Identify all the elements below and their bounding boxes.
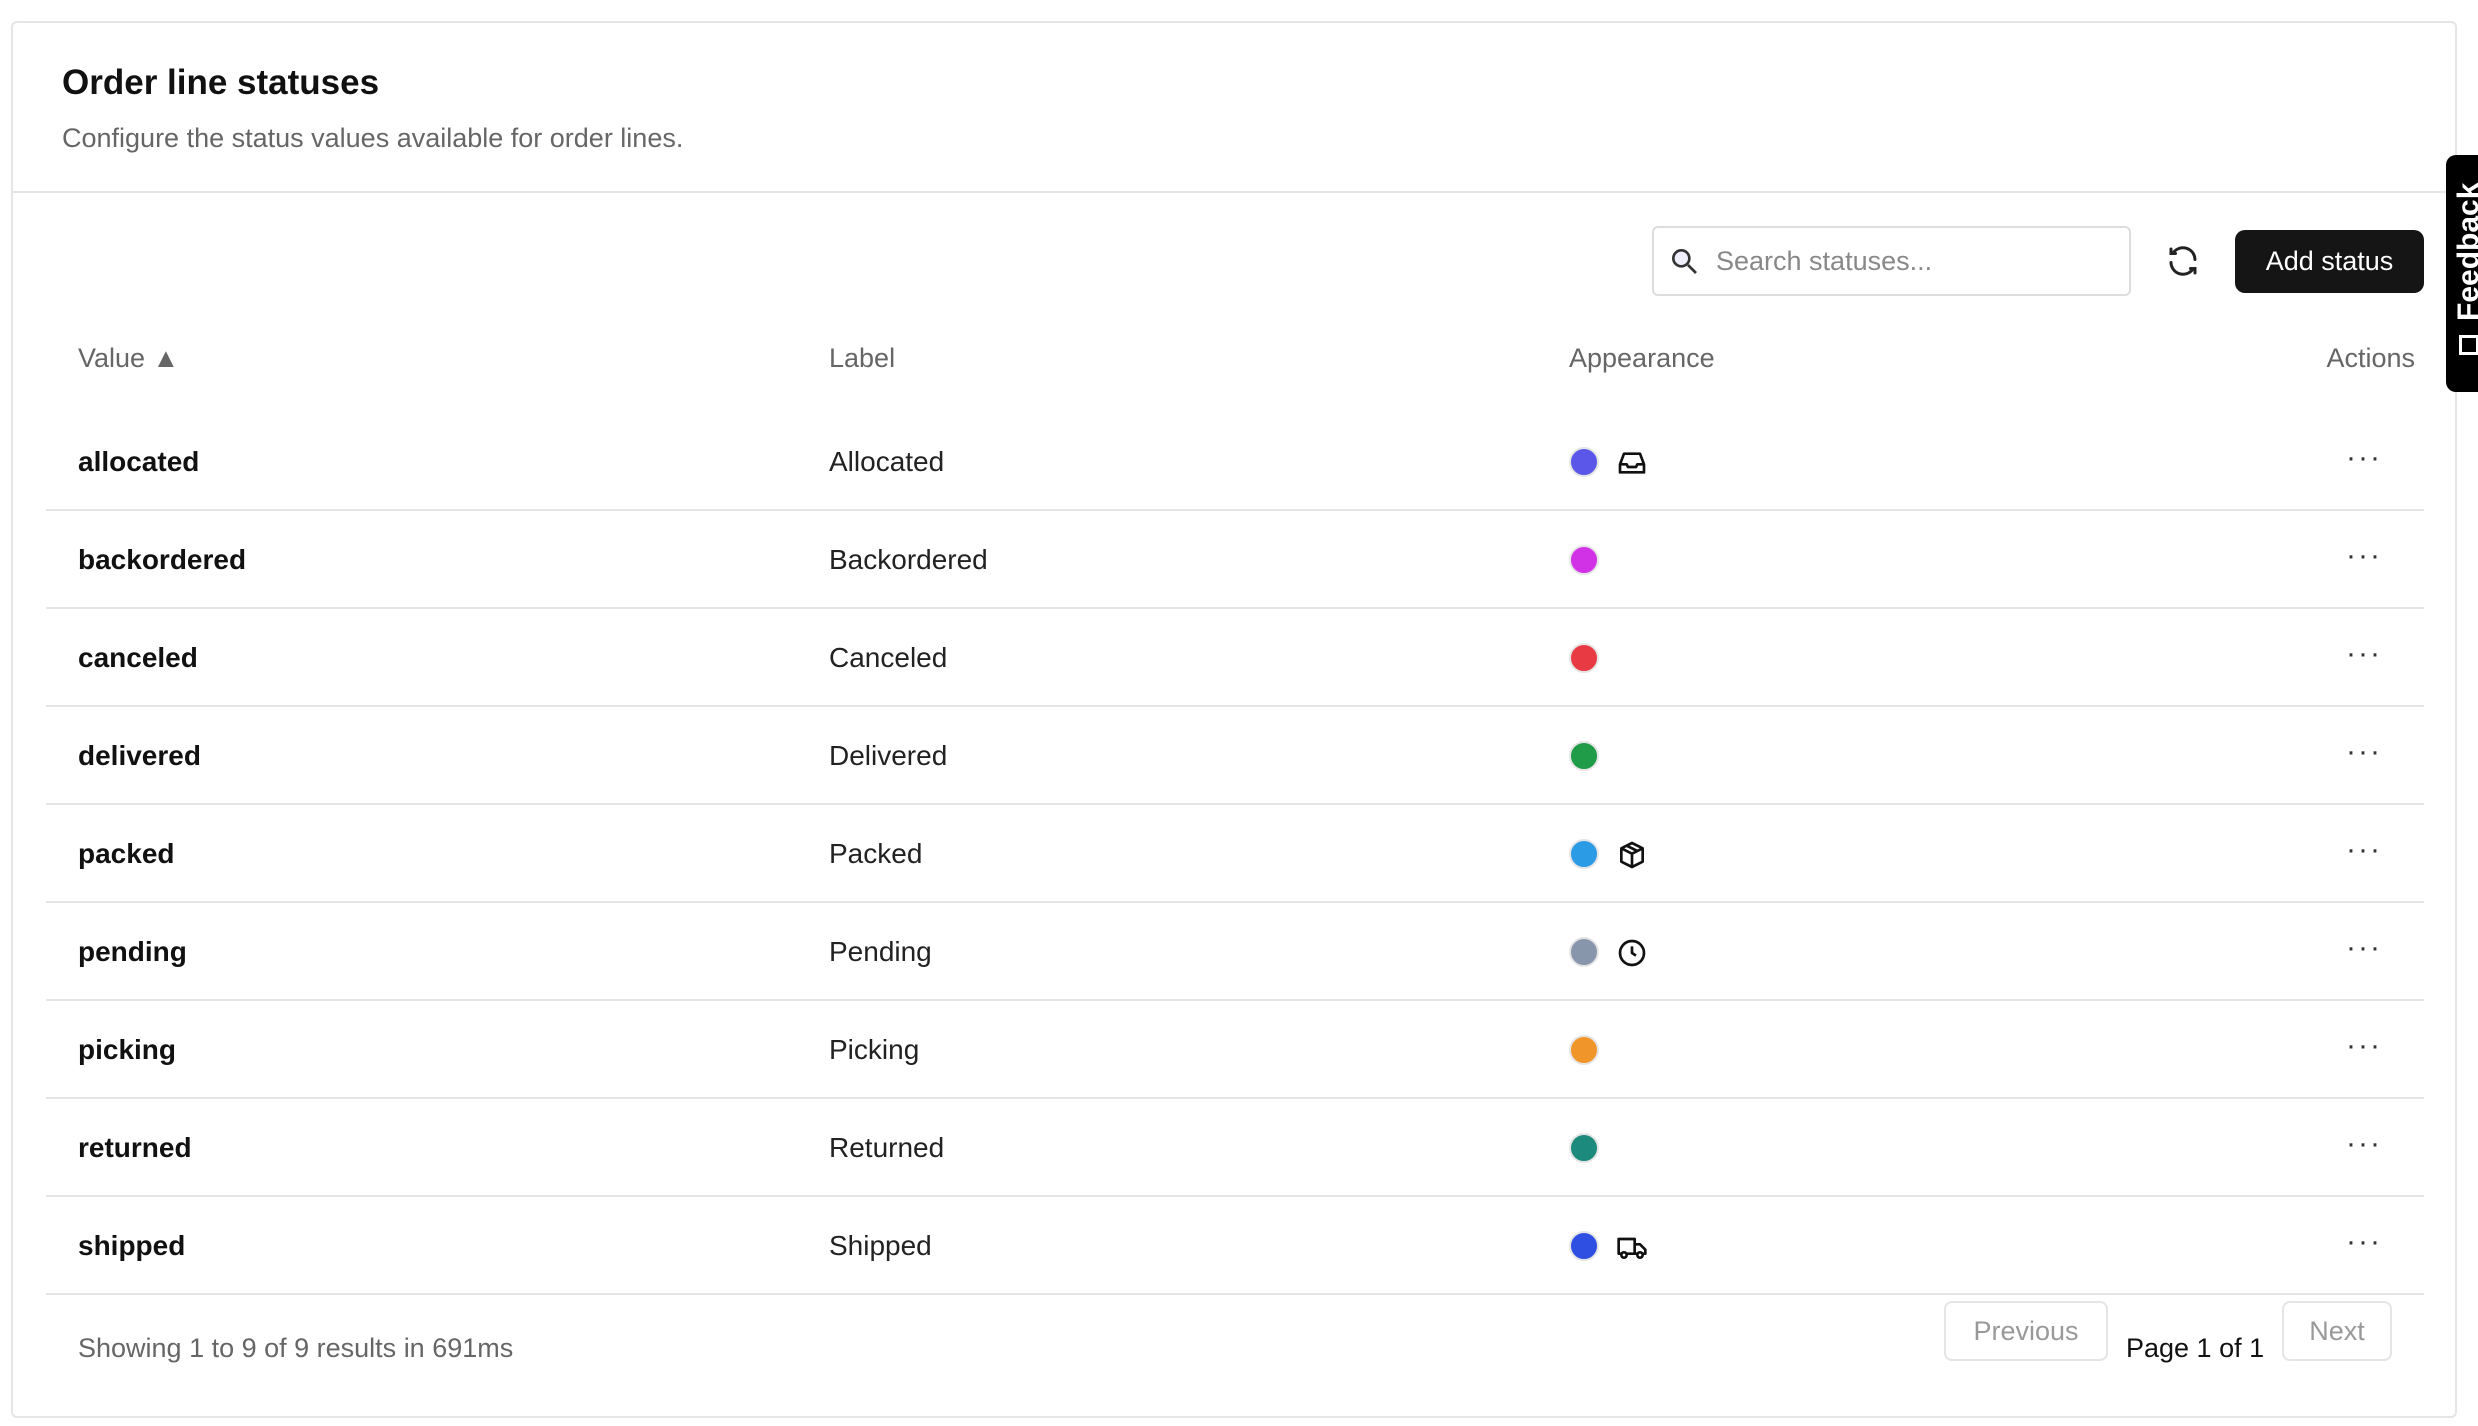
color-swatch xyxy=(1569,1035,1599,1065)
next-button[interactable]: Next xyxy=(2282,1301,2392,1361)
row-actions-button[interactable]: ··· xyxy=(2346,735,2382,768)
feedback-icon xyxy=(2459,335,2478,355)
status-label: Pending xyxy=(829,936,932,967)
row-actions-button[interactable]: ··· xyxy=(2346,833,2382,866)
table-row: picking Picking ··· xyxy=(46,1001,2424,1099)
column-header-value[interactable]: Value ▲ xyxy=(78,343,180,373)
status-label: Allocated xyxy=(829,446,945,477)
status-label: Canceled xyxy=(829,642,948,673)
row-actions-button[interactable]: ··· xyxy=(2346,931,2382,964)
row-actions-button[interactable]: ··· xyxy=(2346,1029,2382,1062)
search-box[interactable] xyxy=(1652,226,2131,296)
search-icon xyxy=(1672,248,1697,274)
column-header-actions: Actions xyxy=(2326,343,2415,373)
table-row: backordered Backordered ··· xyxy=(46,511,2424,609)
status-value: picking xyxy=(78,1034,177,1065)
table-row: delivered Delivered ··· xyxy=(46,707,2424,805)
package-icon xyxy=(1620,841,1644,869)
status-label: Packed xyxy=(829,838,923,869)
clock-icon xyxy=(1618,939,1646,967)
status-label: Picking xyxy=(829,1034,920,1065)
status-label: Backordered xyxy=(829,544,988,575)
table-row: packed Packed ··· xyxy=(46,805,2424,903)
status-label: Returned xyxy=(829,1132,945,1163)
add-status-button[interactable]: Add status xyxy=(2235,230,2424,293)
table-row: shipped Shipped ··· xyxy=(46,1197,2424,1295)
refresh-icon[interactable] xyxy=(2165,243,2201,279)
color-swatch xyxy=(1569,1133,1599,1163)
order-line-statuses-card: Order line statuses Configure the status… xyxy=(11,21,2457,1418)
color-swatch xyxy=(1569,937,1599,967)
row-actions-button[interactable]: ··· xyxy=(2346,441,2382,474)
status-value: allocated xyxy=(78,446,200,477)
color-swatch xyxy=(1569,545,1599,575)
status-value: pending xyxy=(78,936,187,967)
page-subtitle: Configure the status values available fo… xyxy=(62,123,684,153)
inbox-icon xyxy=(1618,452,1646,474)
status-value: packed xyxy=(78,838,175,869)
color-swatch xyxy=(1569,741,1599,771)
status-value: backordered xyxy=(78,544,247,575)
color-swatch xyxy=(1569,839,1599,869)
column-header-appearance: Appearance xyxy=(1569,343,1715,373)
divider xyxy=(13,191,2455,193)
color-swatch xyxy=(1569,447,1599,477)
results-summary: Showing 1 to 9 of 9 results in 691ms xyxy=(78,1333,514,1363)
row-actions-button[interactable]: ··· xyxy=(2346,539,2382,572)
color-swatch xyxy=(1569,1231,1599,1261)
table-row: allocated Allocated ··· xyxy=(46,413,2424,511)
column-header-label: Label xyxy=(829,343,896,373)
color-swatch xyxy=(1569,643,1599,673)
truck-icon xyxy=(1617,1237,1647,1259)
status-value: canceled xyxy=(78,642,198,673)
page-indicator: Page 1 of 1 xyxy=(2126,1333,2265,1363)
page-title: Order line statuses xyxy=(62,63,380,102)
status-value: returned xyxy=(78,1132,192,1163)
row-actions-button[interactable]: ··· xyxy=(2346,1127,2382,1160)
feedback-label: Feedback xyxy=(2452,182,2478,321)
row-actions-button[interactable]: ··· xyxy=(2346,1225,2382,1258)
status-value: delivered xyxy=(78,740,201,771)
row-actions-button[interactable]: ··· xyxy=(2346,637,2382,670)
table-row: returned Returned ··· xyxy=(46,1099,2424,1197)
search-input[interactable] xyxy=(1716,245,2096,277)
table-row: canceled Canceled ··· xyxy=(46,609,2424,707)
status-label: Shipped xyxy=(829,1230,932,1261)
feedback-tab[interactable]: Feedback xyxy=(2446,155,2478,392)
table-row: pending Pending ··· xyxy=(46,903,2424,1001)
status-value: shipped xyxy=(78,1230,186,1261)
previous-button[interactable]: Previous xyxy=(1944,1301,2108,1361)
status-label: Delivered xyxy=(829,740,948,771)
